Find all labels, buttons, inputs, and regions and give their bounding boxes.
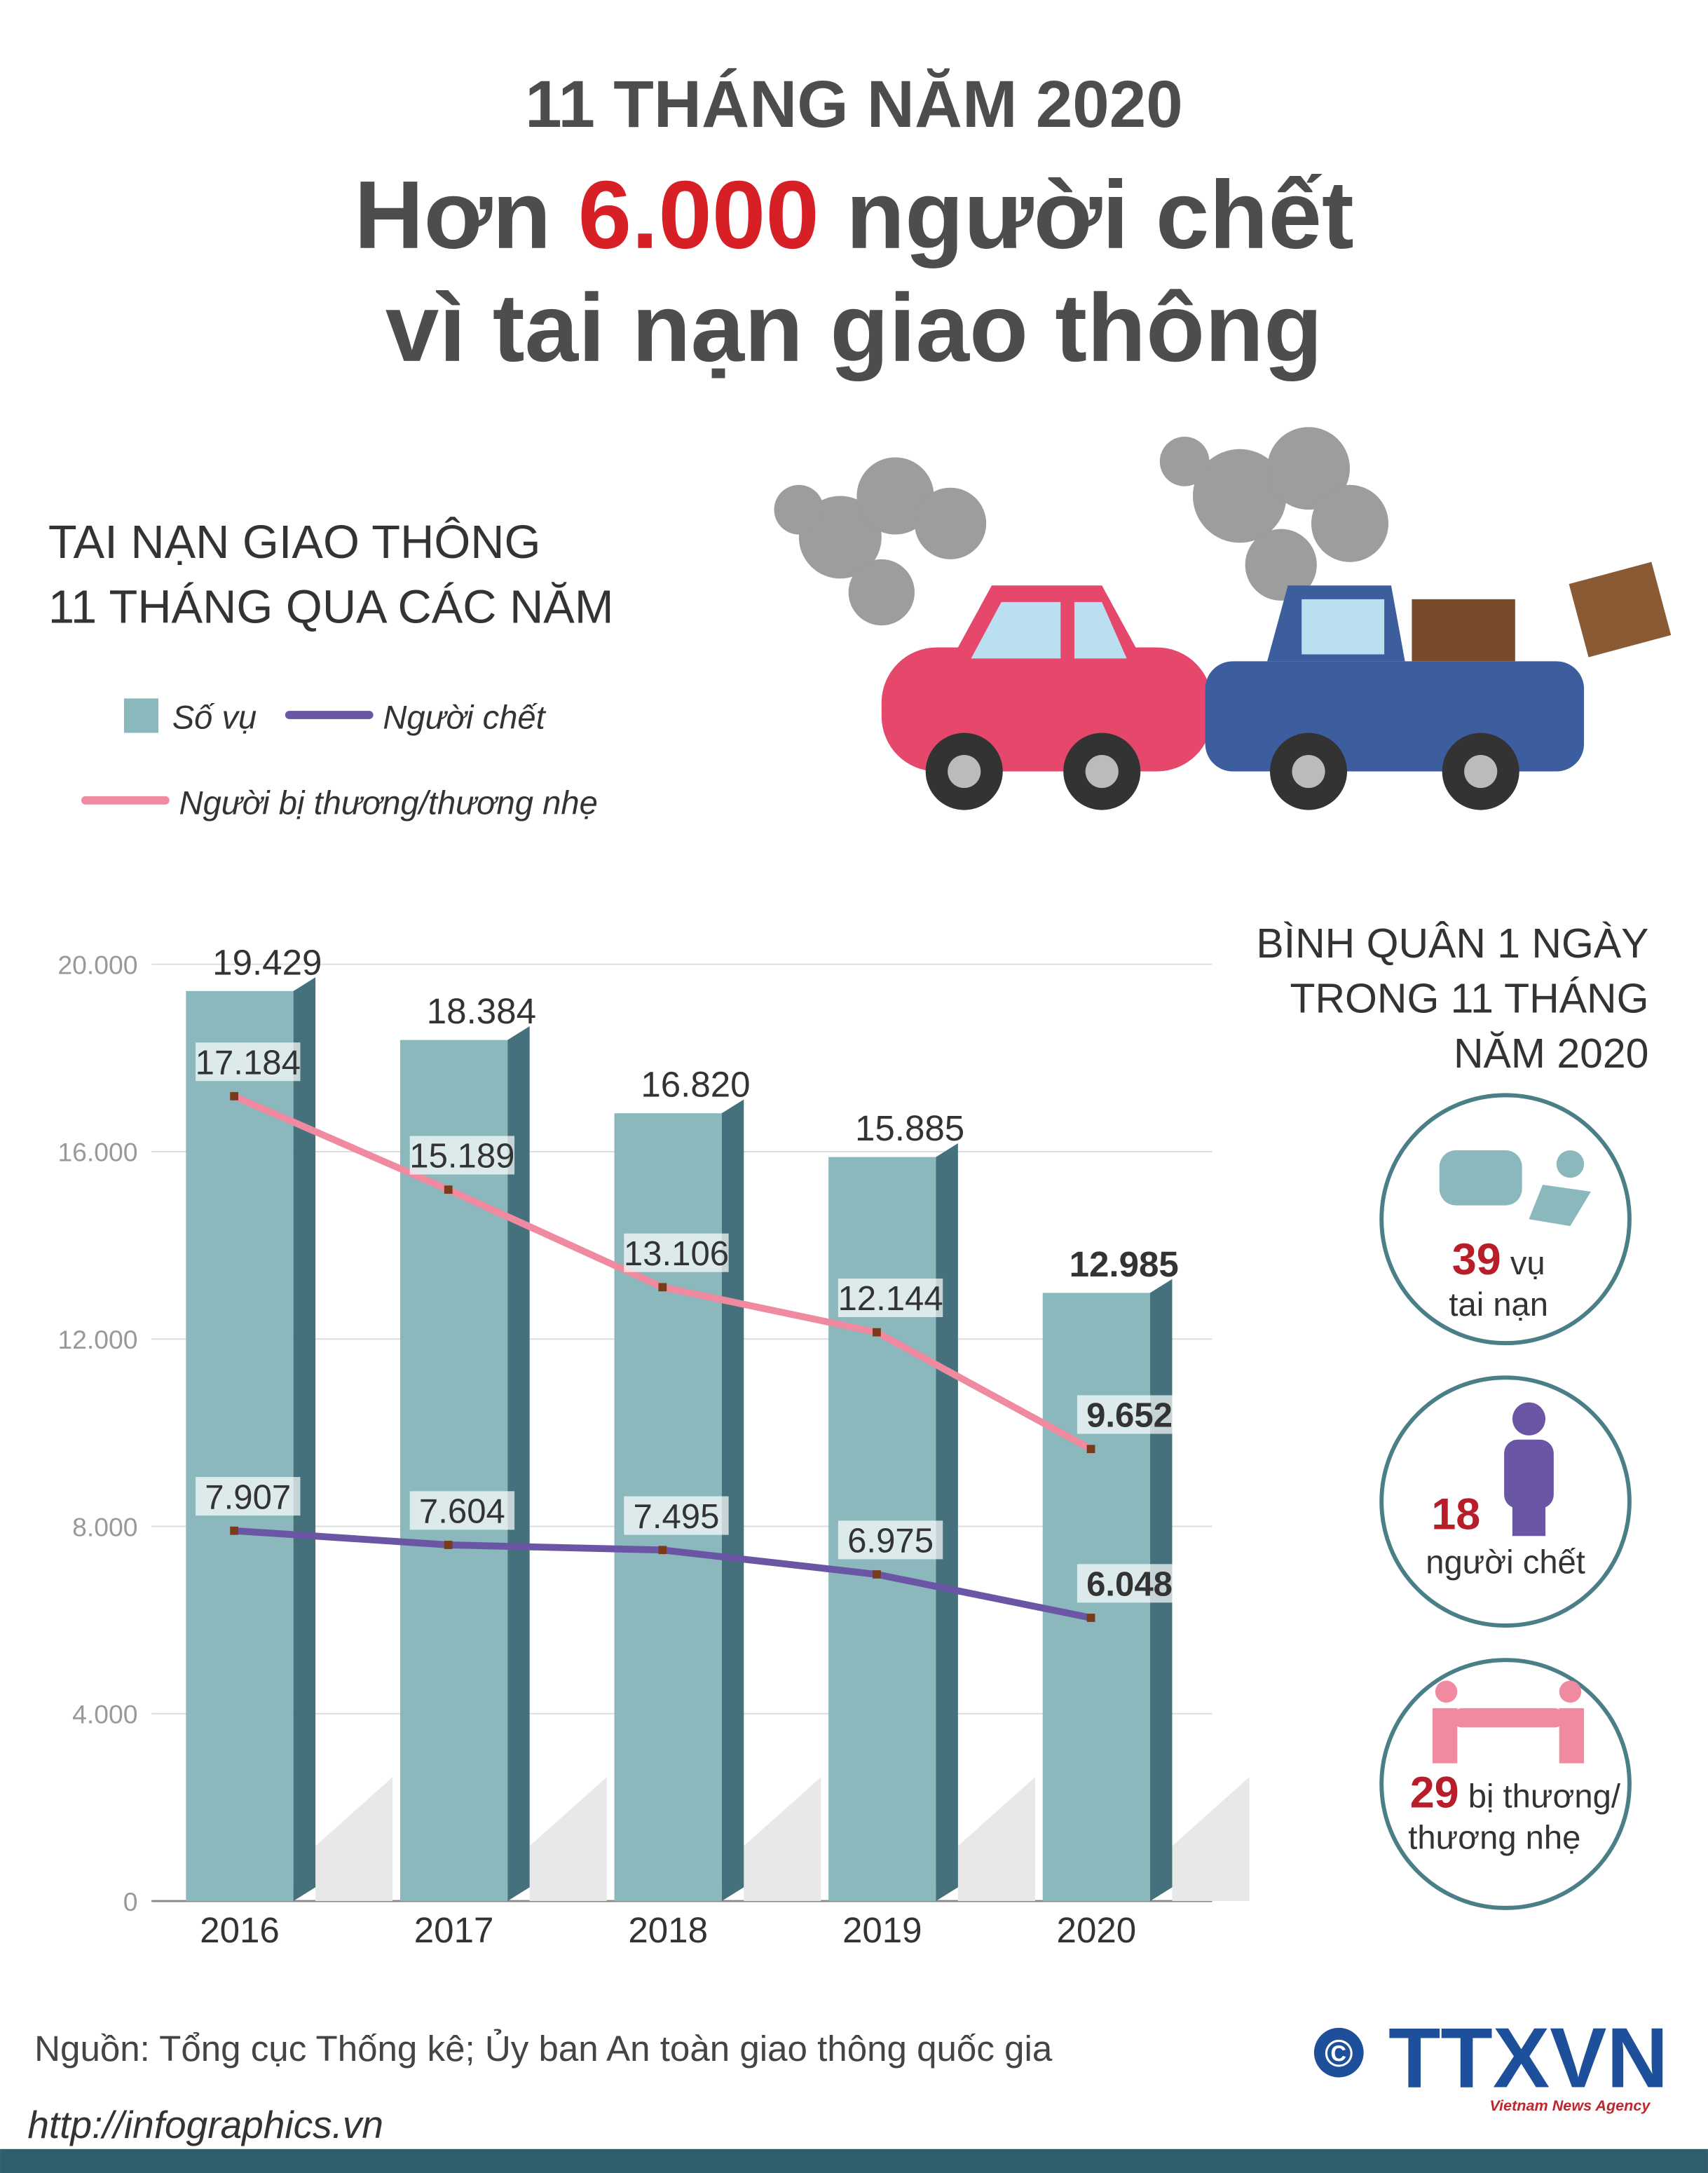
marker xyxy=(658,1283,667,1292)
marker xyxy=(873,1570,881,1579)
legend-label: Số vụ xyxy=(172,699,257,736)
stat-label: bị thương/ xyxy=(1468,1777,1621,1814)
value-label: 12.985 xyxy=(1070,1244,1179,1284)
kicker: 11 THÁNG NĂM 2020 xyxy=(525,67,1182,141)
daily-panel: BÌNH QUÂN 1 NGÀY TRONG 11 THÁNG NĂM 2020… xyxy=(1256,921,1648,1910)
stat: 39 vụ xyxy=(1452,1235,1545,1284)
label-bg xyxy=(838,1520,943,1560)
value-label: 9.652 xyxy=(1086,1397,1173,1435)
label-bg xyxy=(624,1496,729,1535)
label-bg xyxy=(1077,1564,1182,1603)
marker xyxy=(873,1328,881,1337)
value-label: 7.907 xyxy=(205,1478,291,1516)
bar-side xyxy=(507,1026,530,1902)
y-tick-label: 12.000 xyxy=(57,1325,137,1354)
value-label: 17.184 xyxy=(196,1044,301,1082)
value-label: 18.384 xyxy=(427,991,536,1031)
marker xyxy=(444,1541,453,1549)
legend-swatch xyxy=(123,698,159,733)
label-bg xyxy=(838,1278,943,1317)
illustration xyxy=(774,427,1672,810)
title-line2: vì tai nạn giao thông xyxy=(385,274,1323,382)
value-label: 15.189 xyxy=(409,1138,514,1176)
marker xyxy=(230,1526,239,1535)
bar-side xyxy=(293,977,316,1902)
panel-heading: TRONG 11 THÁNG xyxy=(1290,976,1648,1021)
value-label: 6.975 xyxy=(847,1523,934,1560)
title-prefix: Hơn xyxy=(354,161,551,269)
x-tick-label: 2018 xyxy=(628,1910,708,1950)
marker xyxy=(230,1091,239,1101)
legend-label: Người chết xyxy=(383,699,546,736)
value-label: 6.048 xyxy=(1086,1565,1173,1603)
stat-label: người chết xyxy=(1426,1543,1585,1580)
stat-number: 18 xyxy=(1431,1490,1480,1539)
y-tick-label: 20.000 xyxy=(57,950,137,979)
y-tick-label: 8.000 xyxy=(72,1512,137,1541)
copyright-badge xyxy=(1313,2027,1364,2078)
bar xyxy=(186,990,294,1902)
x-tick-label: 2017 xyxy=(414,1910,494,1950)
y-tick-label: 0 xyxy=(123,1887,138,1916)
label-bg xyxy=(1077,1395,1182,1434)
value-label: 15.885 xyxy=(855,1108,964,1148)
panel-heading: NĂM 2020 xyxy=(1454,1031,1648,1077)
marker xyxy=(444,1185,453,1194)
title-suffix: người chết xyxy=(846,161,1354,269)
copyright: © xyxy=(1325,2031,1353,2075)
footer: © TTXVN Vietnam News Agency http://infog… xyxy=(0,2010,1708,2173)
legend-label: Người bị thương/thương nhẹ xyxy=(179,784,598,821)
label-bg xyxy=(409,1491,515,1530)
header: 11 THÁNG NĂM 2020 Hơn 6.000 người chết v… xyxy=(354,67,1353,382)
panel-heading: BÌNH QUÂN 1 NGÀY xyxy=(1256,921,1648,967)
x-tick-label: 2020 xyxy=(1057,1910,1137,1950)
bar-shadow xyxy=(744,1777,821,1902)
footer-bar xyxy=(0,2148,1708,2173)
marker xyxy=(1086,1614,1095,1622)
value-label: 19.429 xyxy=(212,942,322,982)
stat: 29 bị thương/ xyxy=(1410,1768,1621,1817)
label-bg xyxy=(196,1477,301,1516)
stat-number: 29 xyxy=(1410,1768,1459,1817)
value-label: 12.144 xyxy=(838,1280,943,1318)
stat-label: vụ xyxy=(1510,1244,1545,1281)
bar-shadow xyxy=(315,1777,393,1902)
bar-shadow xyxy=(529,1777,607,1902)
source: Nguồn: Tổng cục Thống kê; Ủy ban An toàn… xyxy=(34,2028,1053,2069)
url: http://infographics.vn xyxy=(27,2103,383,2146)
marker xyxy=(658,1546,667,1555)
title: Hơn 6.000 người chết xyxy=(354,161,1353,269)
marker xyxy=(1086,1445,1095,1454)
value-label: 16.820 xyxy=(641,1065,750,1105)
bar-side xyxy=(936,1143,958,1902)
bar xyxy=(399,1040,508,1902)
legend: Số vụ Người chết Người bị thương/thương nh… xyxy=(81,698,598,821)
chart-heading: TAI NẠN GIAO THÔNG xyxy=(48,517,541,568)
value-label: 7.604 xyxy=(419,1493,505,1531)
value-label: 7.495 xyxy=(634,1498,720,1536)
x-tick-label: 2019 xyxy=(842,1910,922,1950)
value-label: 13.106 xyxy=(624,1235,729,1273)
title-highlight: 6.000 xyxy=(578,161,819,269)
bar-shadow xyxy=(957,1777,1035,1902)
y-tick-label: 16.000 xyxy=(57,1138,137,1167)
logo: TTXVN xyxy=(1388,2010,1668,2105)
y-tick-label: 4.000 xyxy=(72,1700,137,1729)
chart-heading: 11 THÁNG QUA CÁC NĂM xyxy=(48,581,614,633)
agency: Vietnam News Agency xyxy=(1489,2097,1651,2114)
stat-label: tai nạn xyxy=(1449,1286,1548,1323)
stat-label: thương nhẹ xyxy=(1408,1818,1580,1855)
label-bg xyxy=(409,1136,515,1175)
x-tick-label: 2016 xyxy=(200,1910,280,1950)
plot: 0 4.000 8.000 12.000 16.000 20.000 2016 2017 201… xyxy=(57,942,1250,1950)
label-bg xyxy=(624,1233,729,1272)
bar-shadow xyxy=(1172,1777,1250,1902)
stat-number: 39 xyxy=(1452,1235,1501,1284)
label-bg xyxy=(196,1042,301,1082)
